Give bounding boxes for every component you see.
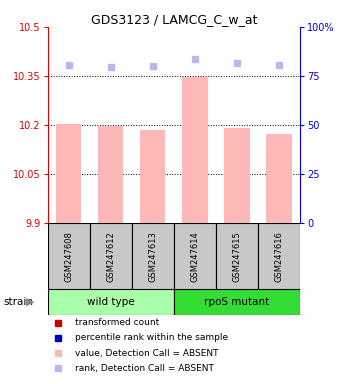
Text: GSM247614: GSM247614 bbox=[190, 231, 199, 281]
Bar bbox=[216, 223, 258, 289]
Bar bbox=[90, 223, 132, 289]
Bar bbox=[174, 223, 216, 289]
Text: GSM247615: GSM247615 bbox=[233, 231, 241, 281]
Text: GSM247613: GSM247613 bbox=[148, 231, 158, 281]
Text: percentile rank within the sample: percentile rank within the sample bbox=[75, 333, 228, 342]
Bar bbox=[174, 289, 300, 315]
Bar bbox=[258, 223, 300, 289]
Text: transformed count: transformed count bbox=[75, 318, 160, 327]
Text: wild type: wild type bbox=[87, 297, 135, 307]
Bar bbox=[48, 289, 174, 315]
Bar bbox=[140, 130, 165, 223]
Text: value, Detection Call = ABSENT: value, Detection Call = ABSENT bbox=[75, 349, 219, 358]
Bar bbox=[224, 128, 250, 223]
Text: rpoS mutant: rpoS mutant bbox=[204, 297, 270, 307]
Title: GDS3123 / LAMCG_C_w_at: GDS3123 / LAMCG_C_w_at bbox=[91, 13, 257, 26]
Text: GSM247612: GSM247612 bbox=[106, 231, 115, 281]
Text: strain: strain bbox=[3, 297, 33, 307]
Bar bbox=[56, 124, 81, 223]
Bar bbox=[266, 134, 292, 223]
Text: GSM247608: GSM247608 bbox=[64, 231, 73, 281]
Text: GSM247616: GSM247616 bbox=[275, 231, 284, 281]
Bar bbox=[98, 126, 123, 223]
Text: ▶: ▶ bbox=[26, 297, 34, 307]
Bar bbox=[132, 223, 174, 289]
Bar bbox=[182, 77, 208, 223]
Text: rank, Detection Call = ABSENT: rank, Detection Call = ABSENT bbox=[75, 364, 214, 373]
Bar bbox=[48, 223, 90, 289]
